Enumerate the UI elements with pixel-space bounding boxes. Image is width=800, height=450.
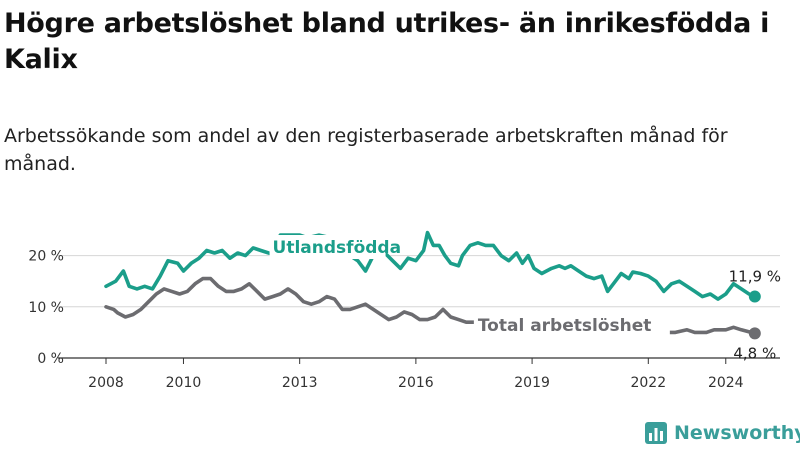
series-label-utlandsfodda: Utlandsfödda — [273, 238, 402, 258]
brand-name: Newsworthy — [674, 422, 800, 444]
end-value-total: 4,8 % — [733, 344, 776, 362]
x-tick-label: 2022 — [630, 375, 666, 391]
end-point-utlandsfodda — [748, 290, 761, 303]
x-tick-label: 2013 — [282, 375, 318, 391]
x-tick-label: 2019 — [514, 375, 550, 391]
x-tick-label: 2010 — [166, 375, 202, 391]
y-tick-label: 20 % — [28, 249, 64, 265]
x-tick-label: 2008 — [88, 375, 124, 391]
series-label-bg — [269, 235, 386, 259]
bar-chart-icon — [645, 422, 667, 444]
series-line-utlandsfodda — [104, 230, 757, 301]
series-label-bg — [473, 313, 670, 339]
x-tick-label: 2016 — [398, 375, 434, 391]
y-tick-label: 0 % — [37, 351, 64, 367]
y-tick-label: 10 % — [28, 300, 64, 316]
chart-subtitle: Arbetssökande som andel av den registerb… — [4, 125, 728, 175]
series-label-total: Total arbetslöshet — [478, 316, 652, 336]
chart-title: Högre arbetslöshet bland utrikes- än inr… — [4, 8, 770, 75]
end-value-utlandsfodda: 11,9 % — [729, 268, 781, 286]
newsworthy-logo[interactable]: Newsworthy — [644, 420, 800, 446]
end-point-total — [748, 327, 761, 340]
x-tick-label: 2024 — [708, 375, 744, 391]
